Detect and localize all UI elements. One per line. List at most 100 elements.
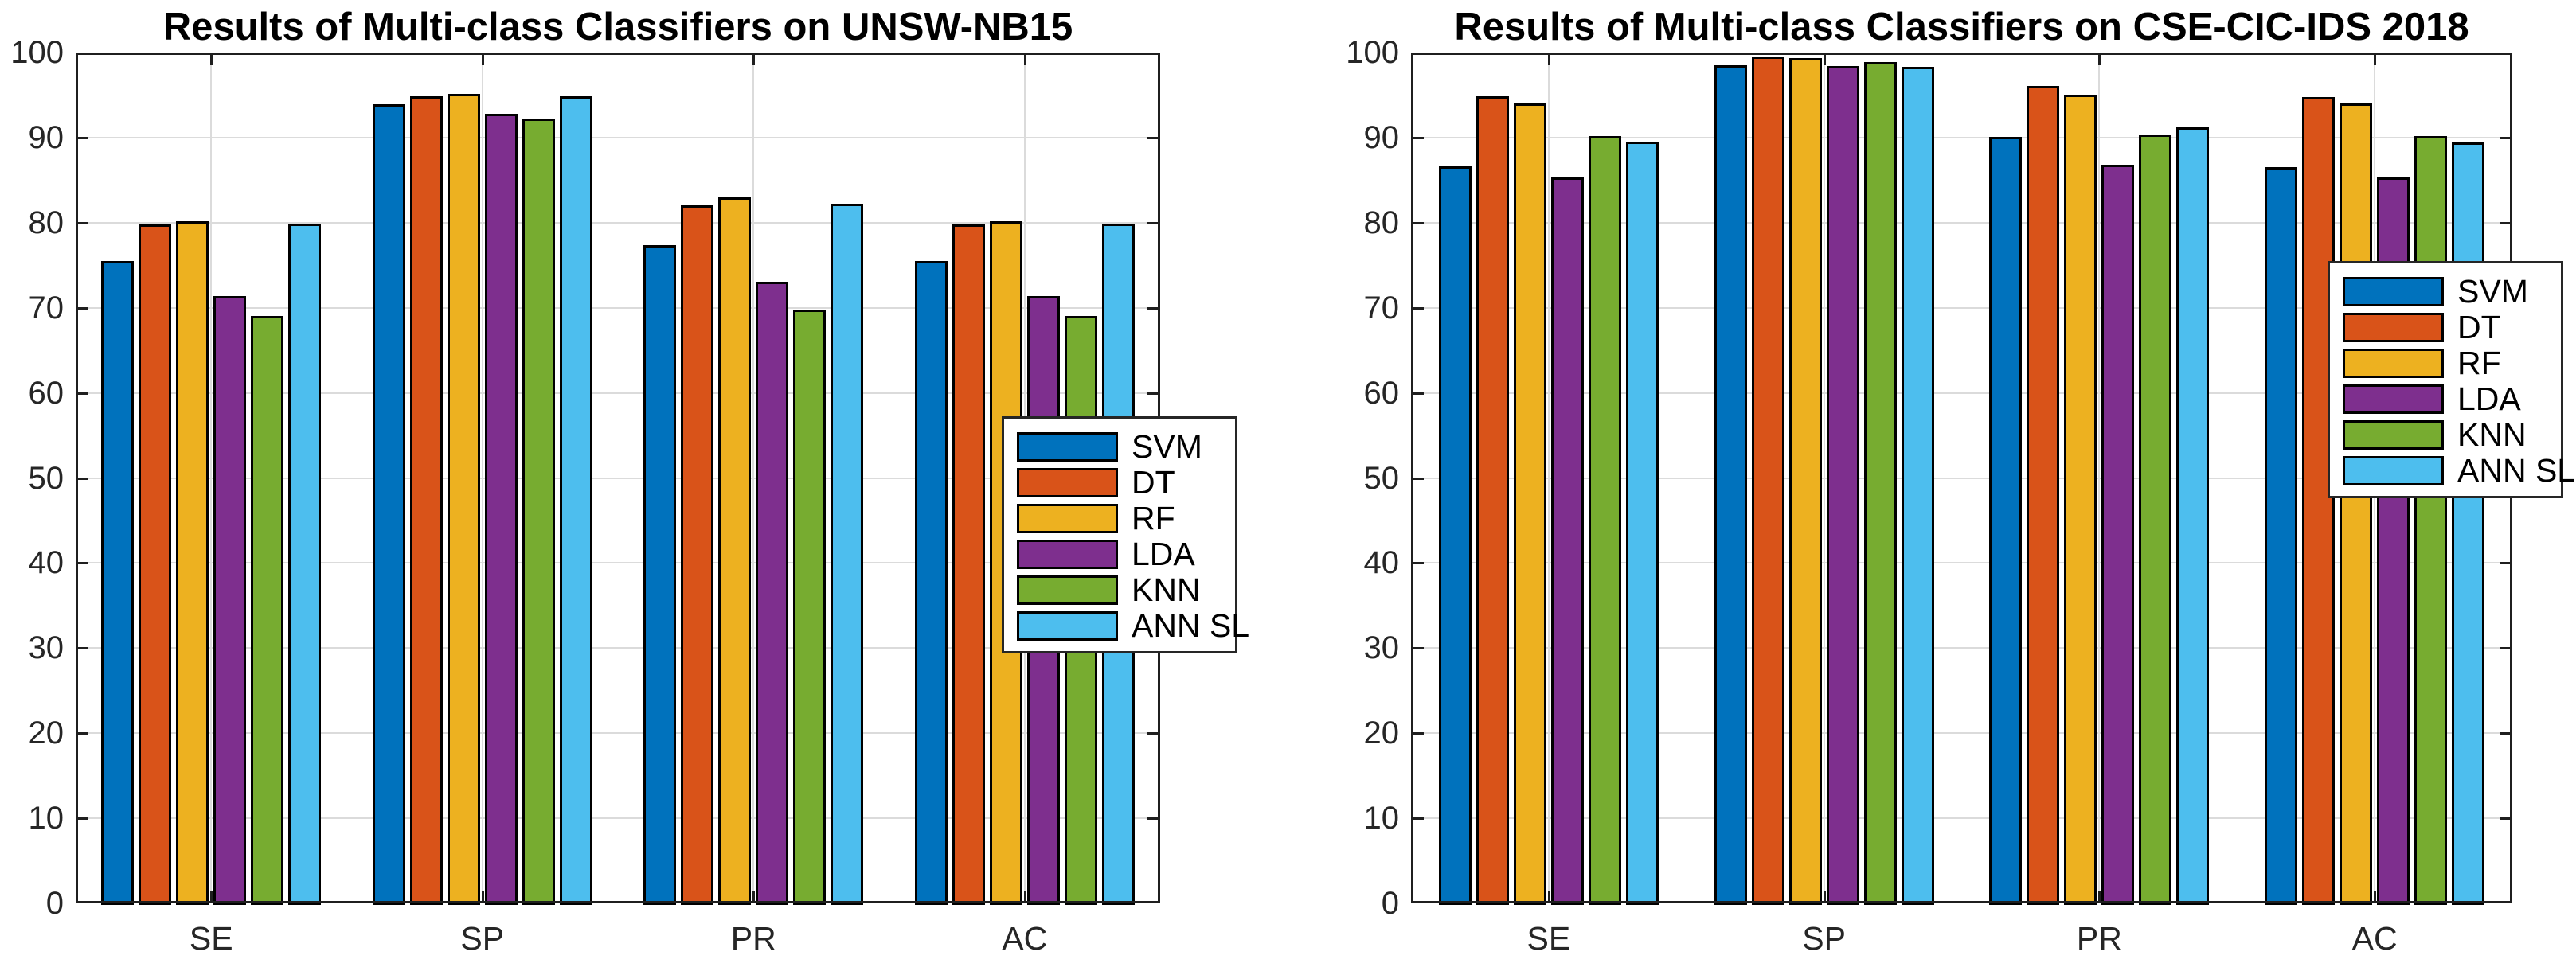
bar-PR-RF	[718, 197, 752, 905]
gridline-y-60	[76, 392, 1160, 394]
y-tick-right-10	[1147, 817, 1160, 821]
y-tick-left-20	[76, 732, 88, 735]
gridline-x-SE	[1547, 53, 1550, 903]
chart-title-unsw-nb15: Results of Multi-class Classifiers on UN…	[162, 6, 1073, 49]
gridline-y-10	[1411, 817, 2512, 820]
y-tick-label-100: 100	[1346, 35, 1399, 70]
y-tick-label-70: 70	[28, 290, 64, 326]
gridline-y-70	[76, 306, 1160, 309]
bar-PR-ANN-SL	[2176, 127, 2210, 905]
y-tick-right-40	[2500, 562, 2512, 565]
y-tick-label-60: 60	[1363, 375, 1400, 411]
y-tick-left-70	[1411, 306, 1424, 310]
legend-swatch-RF	[1017, 504, 1118, 533]
y-tick-right-60	[1147, 392, 1160, 395]
chart-unsw-nb15: Results of Multi-class Classifiers on UN…	[10, 6, 1249, 957]
x-tick-label-SP: SP	[460, 920, 505, 957]
x-tick-top-SP	[481, 53, 484, 65]
legend-label-LDA: LDA	[2457, 380, 2521, 417]
x-tick-bottom-SP	[481, 891, 484, 903]
bar-PR-LDA	[2101, 165, 2135, 905]
legend-swatch-ANN-SL	[1017, 611, 1118, 641]
legend-swatch-DT	[2343, 313, 2444, 342]
gridline-x-SP	[481, 53, 483, 903]
y-tick-right-20	[2500, 732, 2512, 735]
y-tick-right-90	[1147, 136, 1160, 139]
bar-SP-DT	[409, 96, 443, 905]
y-tick-left-60	[1411, 392, 1424, 395]
gridline-y-60	[1411, 392, 2512, 394]
legend-label-RF: RF	[2457, 345, 2501, 381]
y-tick-right-70	[1147, 306, 1160, 310]
gridline-y-90	[76, 136, 1160, 138]
legend-label-SVM: SVM	[1132, 428, 1202, 465]
legend-item-RF: RF	[2330, 346, 2561, 382]
chart-cse-cic-ids-2018: Results of Multi-class Classifiers on CS…	[1290, 0, 2576, 971]
bar-AC-SVM	[2265, 167, 2298, 905]
y-tick-left-80	[1411, 221, 1424, 224]
x-tick-label-PR: PR	[730, 920, 776, 957]
legend-swatch-ANN-SL	[2343, 456, 2444, 486]
y-tick-label-30: 30	[28, 630, 64, 666]
bar-SP-KNN	[522, 119, 555, 905]
y-tick-right-80	[1147, 221, 1160, 224]
legend-label-KNN: KNN	[2457, 416, 2527, 453]
x-tick-bottom-AC	[1023, 891, 1026, 903]
gridline-y-70	[1411, 306, 2512, 309]
bar-SE-DT	[139, 224, 172, 905]
gridline-y-50	[1411, 477, 2512, 479]
y-tick-label-20: 20	[1363, 716, 1400, 751]
bar-SP-RF	[1788, 58, 1822, 905]
legend-item-SVM: SVM	[1004, 430, 1235, 466]
bar-SE-LDA	[213, 295, 247, 905]
gridline-y-80	[76, 221, 1160, 224]
y-tick-left-40	[1411, 562, 1424, 565]
x-tick-top-SE	[210, 53, 213, 65]
gridline-x-SP	[1823, 53, 1825, 903]
gridline-y-90	[1411, 136, 2512, 138]
x-tick-top-PR	[752, 53, 756, 65]
x-tick-top-SP	[1823, 53, 1826, 65]
bar-AC-ANN-SL	[2452, 142, 2485, 905]
bar-SP-LDA	[484, 113, 518, 905]
y-tick-right-20	[1147, 732, 1160, 735]
legend-item-LDA: LDA	[2330, 382, 2561, 418]
bar-SP-ANN-SL	[1901, 67, 1934, 905]
y-tick-right-10	[2500, 817, 2512, 821]
legend-item-ANN-SL: ANN SL	[1004, 609, 1249, 645]
legend-item-DT: DT	[1004, 466, 1235, 501]
bar-SE-ANN-SL	[1625, 142, 1659, 905]
bar-SE-RF	[176, 220, 209, 905]
bar-SE-KNN	[1588, 135, 1621, 905]
legend: SVM DT RF LDA KNN ANN SL	[1002, 416, 1249, 653]
x-tick-bottom-SE	[210, 891, 213, 903]
bar-AC-SVM	[914, 260, 948, 905]
x-tick-top-AC	[2374, 53, 2377, 65]
bar-AC-DT	[952, 224, 985, 905]
bar-SP-DT	[1751, 57, 1784, 905]
legend-item-ANN-SL: ANN SL	[2330, 454, 2575, 489]
y-tick-label-60: 60	[28, 375, 64, 411]
gridline-x-PR	[752, 53, 755, 903]
y-tick-label-40: 40	[1363, 545, 1400, 581]
legend: SVM DT RF LDA KNN ANN SL	[2328, 261, 2575, 498]
y-tick-left-50	[1411, 477, 1424, 480]
x-tick-bottom-PR	[2098, 891, 2101, 903]
gridline-y-40	[1411, 562, 2512, 564]
legend-item-RF: RF	[1004, 501, 1235, 537]
bar-SE-DT	[1476, 96, 1509, 905]
y-tick-left-40	[76, 562, 88, 565]
y-tick-left-20	[1411, 732, 1424, 735]
x-tick-label-SP: SP	[1802, 920, 1846, 957]
y-tick-label-80: 80	[28, 205, 64, 240]
bar-SP-RF	[447, 94, 480, 905]
y-tick-label-80: 80	[1363, 205, 1400, 240]
legend-item-LDA: LDA	[1004, 537, 1235, 573]
x-tick-top-AC	[1023, 53, 1026, 65]
y-tick-label-50: 50	[1363, 460, 1400, 496]
gridline-y-10	[76, 817, 1160, 820]
y-tick-label-70: 70	[1363, 290, 1400, 326]
bar-PR-KNN	[793, 309, 827, 905]
x-tick-top-PR	[2098, 53, 2101, 65]
